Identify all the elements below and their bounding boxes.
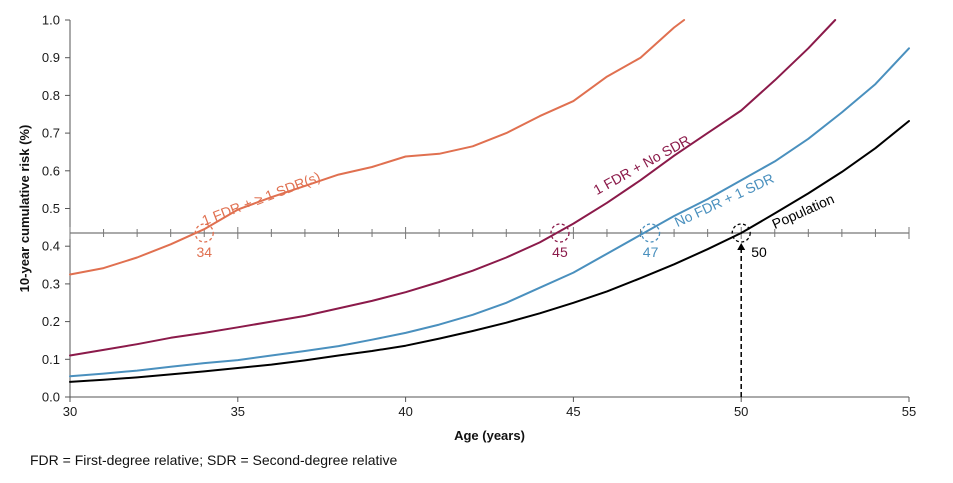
series-line-1-fdr-no-sdr xyxy=(69,19,837,357)
x-tick-label: 40 xyxy=(398,404,412,419)
annotations-group: 34 45 47 50 xyxy=(194,223,767,397)
age-arrow-head xyxy=(737,243,746,251)
x-tick-label: 30 xyxy=(63,404,77,419)
reference-line-group xyxy=(69,227,910,240)
series-label-1-fdr-no-sdr: 1 FDR + No SDR xyxy=(591,132,693,198)
y-tick-label: 0.6 xyxy=(42,163,60,178)
y-tick-label: 1.0 xyxy=(42,13,60,28)
y-axis-title: 10-year cumulative risk (%) xyxy=(17,125,32,293)
x-tick-label: 55 xyxy=(902,404,916,419)
y-tick-label: 0.8 xyxy=(42,88,60,103)
intersection-marker xyxy=(550,223,570,243)
x-tick-label: 35 xyxy=(231,404,245,419)
series-line-population xyxy=(69,120,910,383)
intersection-marker xyxy=(640,223,661,243)
y-tick-label: 0.4 xyxy=(42,239,60,254)
y-tick-label: 0.0 xyxy=(42,390,60,405)
series-label-1-fdr-1-sdr-s: 1 FDR + ≥ 1 SDR(s) xyxy=(200,168,323,228)
footnote: FDR = First-degree relative; SDR = Secon… xyxy=(30,452,398,468)
y-tick-label: 0.1 xyxy=(42,352,60,367)
intersection-marker xyxy=(194,223,214,243)
intersection-age-label: 34 xyxy=(196,244,212,260)
x-tick-label: 50 xyxy=(734,404,748,419)
axes: 0.0 0.1 0.2 0.3 0.4 0.5 0.6 0.7 0.8 0.9 1.0 30 35 40 4… xyxy=(17,13,916,444)
y-tick-label: 0.9 xyxy=(42,50,60,65)
y-tick-label: 0.5 xyxy=(42,201,60,216)
intersection-age-label: 45 xyxy=(552,244,568,260)
intersection-age-label: 47 xyxy=(643,244,659,260)
y-tick-label: 0.3 xyxy=(42,276,60,291)
y-tick-label: 0.2 xyxy=(42,314,60,329)
y-tick-label: 0.7 xyxy=(42,126,60,141)
series-line-1-fdr-1-sdr-s xyxy=(69,19,686,276)
x-axis-title: Age (years) xyxy=(454,428,525,443)
x-tick-label: 45 xyxy=(566,404,580,419)
intersection-marker xyxy=(731,223,751,243)
series-line-no-fdr-1-sdr xyxy=(69,47,910,378)
intersection-age-label: 50 xyxy=(751,244,767,260)
series-group xyxy=(69,19,910,383)
